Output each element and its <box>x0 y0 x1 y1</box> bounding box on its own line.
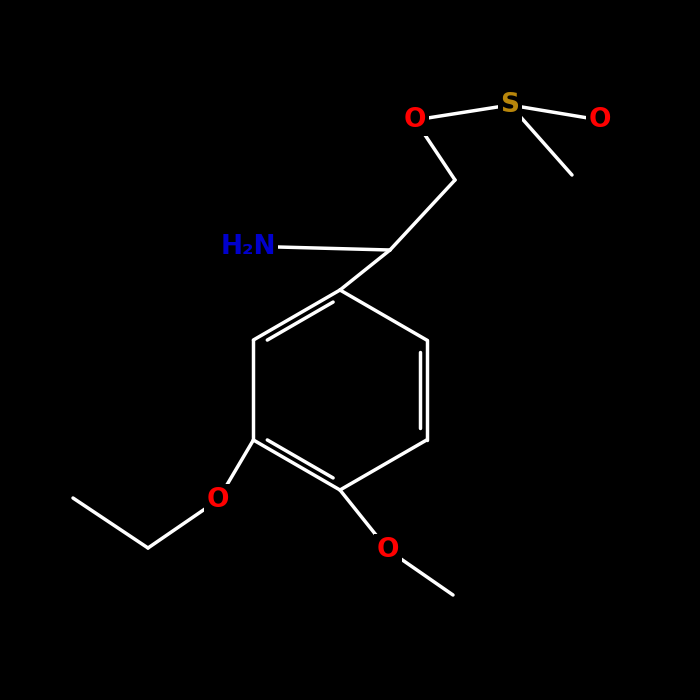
Text: O: O <box>404 107 426 133</box>
Text: S: S <box>500 92 519 118</box>
Text: O: O <box>206 487 230 513</box>
Text: H₂N: H₂N <box>220 234 276 260</box>
Text: O: O <box>377 537 399 563</box>
Text: O: O <box>589 107 611 133</box>
